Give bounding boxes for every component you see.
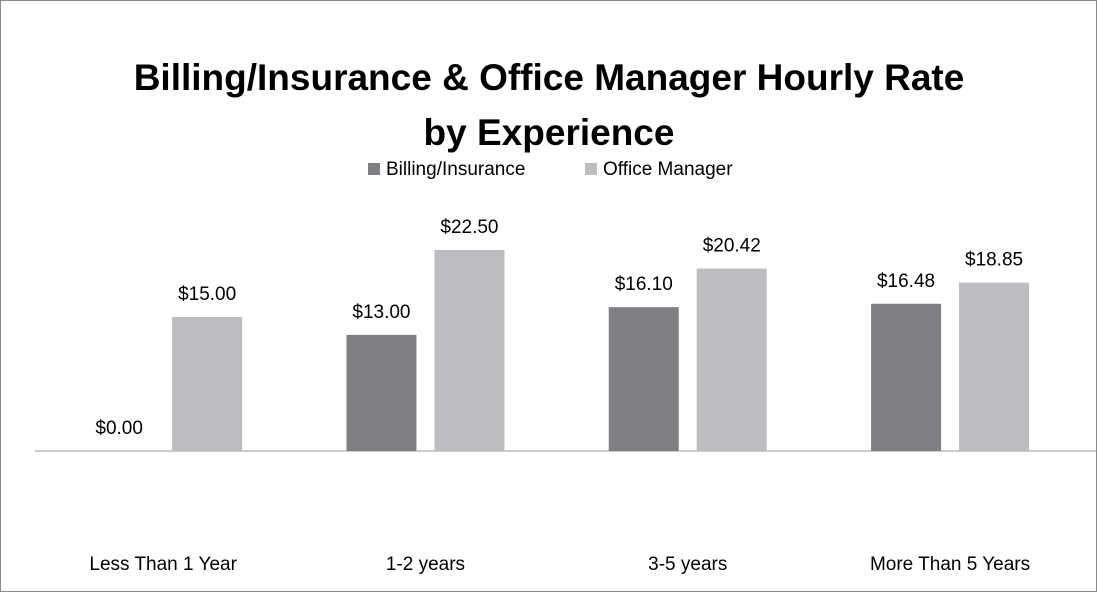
chart-title: Billing/Insurance & Office Manager Hourl… [134, 57, 965, 98]
bar [346, 334, 417, 451]
x-tick-label: 1-2 years [386, 554, 465, 575]
value-label: $0.00 [95, 418, 143, 439]
value-label: $16.48 [877, 271, 935, 292]
bar [172, 317, 243, 451]
x-tick-label: More Than 5 Years [870, 554, 1030, 575]
value-label: $15.00 [178, 284, 236, 305]
legend-label: Billing/Insurance [386, 159, 525, 180]
legend-label: Office Manager [603, 159, 733, 180]
legend-swatch [368, 163, 380, 175]
value-label: $16.10 [615, 274, 673, 295]
chart-title: by Experience [424, 112, 675, 153]
bar [696, 268, 767, 451]
bar [871, 303, 942, 451]
bar [434, 250, 505, 451]
bar [959, 282, 1030, 451]
x-tick-label: 3-5 years [648, 554, 727, 575]
value-label: $18.85 [965, 250, 1023, 271]
value-label: $20.42 [703, 236, 761, 257]
x-tick-label: Less Than 1 Year [89, 554, 237, 575]
legend-swatch [585, 163, 597, 175]
value-label: $13.00 [352, 302, 410, 323]
bar [608, 307, 679, 451]
value-label: $22.50 [440, 217, 498, 238]
